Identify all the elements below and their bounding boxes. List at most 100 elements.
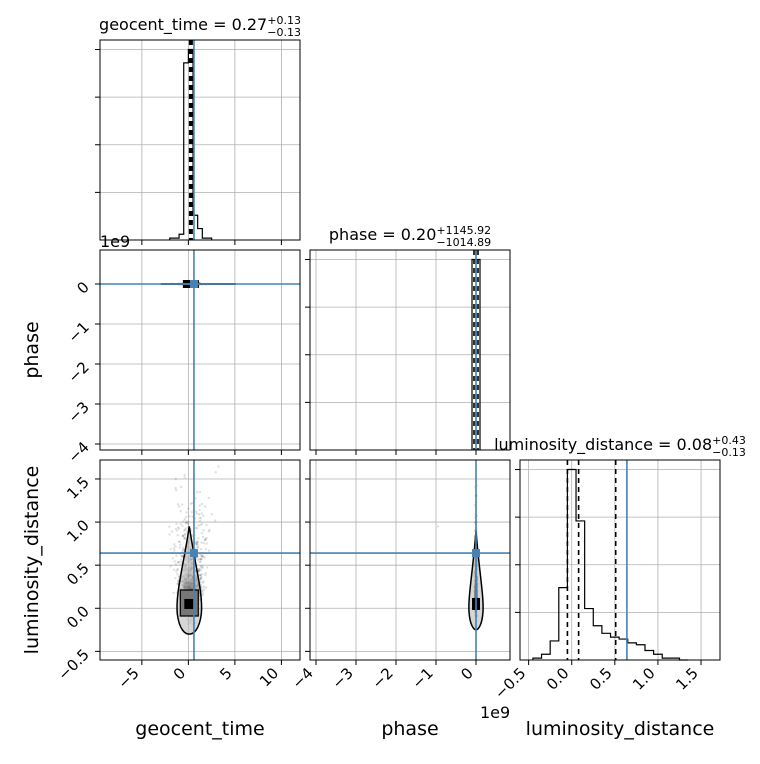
x-tick-label: 10 [256,664,282,690]
sample-point [175,554,178,557]
sample-point [198,557,201,561]
sample-point [173,543,176,546]
sample-point [197,537,200,540]
sample-point [172,547,176,550]
sample-point [204,586,208,589]
sample-point [197,524,200,527]
sample-point [200,541,203,544]
sample-point [198,560,201,564]
sample-point [194,510,198,514]
sample-point [182,534,185,537]
x-tick-label: 0 [457,664,476,683]
sample-point [201,555,204,558]
sample-point [199,573,202,577]
sample-point [205,524,208,527]
sample-point [176,568,179,572]
sample-point [200,576,203,580]
sample-point [185,515,188,519]
sample-point [181,546,185,550]
panel-frame [99,39,301,241]
x-tick-label: 0.0 [543,664,573,694]
sample-point [196,543,199,546]
offset-label-geocent-time: 1e9 [100,232,130,251]
y-tick-label: −2 [64,358,92,386]
title-luminosity_distance: luminosity_distance = 0.08+0.43 −0.13 [494,434,746,459]
sample-point [195,557,198,560]
sample-point [199,583,203,587]
sample-point [201,592,204,595]
sample-point [201,594,205,597]
sample-point [198,516,201,520]
sample-point [199,560,202,563]
title-sub: −1014.89 [436,236,491,249]
y-tick-label: 1.0 [63,516,93,546]
sample-point [178,560,181,564]
sample-point [183,536,186,539]
x-tick-label: 5 [216,664,235,683]
sample-point [199,558,203,561]
sample-point [217,465,220,468]
sample-point [177,575,181,578]
sample-point [199,577,203,581]
title-sub: −0.13 [712,446,746,459]
title-sup: +0.43 [712,434,746,447]
sample-point [204,571,208,575]
sample-point [199,547,203,551]
sample-point [200,532,204,535]
sample-point [195,542,198,545]
sample-point [183,476,186,479]
title-sup: +0.13 [267,14,301,27]
sample-point [183,528,187,531]
sample-point [178,546,181,549]
sample-point [195,491,199,494]
sample-point [214,519,217,522]
sample-point [175,529,179,532]
panel-grid [310,460,510,660]
sample-point [181,503,184,506]
x-tick-label: −5 [114,664,142,692]
sample-point [204,537,208,541]
sample-point [207,549,211,552]
sample-point [202,514,205,518]
sample-point [195,544,198,547]
sample-point [184,527,187,530]
sample-point [174,477,177,481]
sample-point [191,501,194,505]
sample-point [183,533,187,537]
title-main: phase = 0.20 [329,225,436,244]
sample-point [204,573,207,577]
sample-point [200,588,203,591]
sample-point [201,589,204,593]
sample-point [208,528,211,532]
sample-point [200,522,204,526]
sample-point [198,504,201,507]
y-tick-label: 1.5 [63,473,93,503]
truth-marker [189,549,198,558]
sample-point [205,542,208,545]
sample-point [177,527,181,530]
sample-point [207,496,210,500]
sample-point [196,546,199,550]
sample-point [179,558,183,561]
panel-frame [519,459,721,661]
y-axis-label-luminosity-distance: luminosity_distance [21,466,43,655]
sample-point [177,540,181,543]
sample-point [200,512,204,515]
sample-point [170,530,174,533]
sample-point [183,473,186,477]
sample-point [199,557,202,561]
y-tick-label: −3 [64,398,92,426]
truth-marker [472,549,480,558]
title-main: luminosity_distance = 0.08 [494,435,712,455]
sample-point [202,588,206,591]
y-tick-label: 0.0 [63,602,93,632]
sample-point [205,566,209,569]
sample-point [210,512,214,516]
sample-point [176,582,179,586]
sample-point [200,558,203,561]
sample-point [205,536,208,540]
sample-point [201,566,204,570]
sample-point [190,510,193,514]
sample-point [196,526,199,530]
sample-point [174,562,178,566]
